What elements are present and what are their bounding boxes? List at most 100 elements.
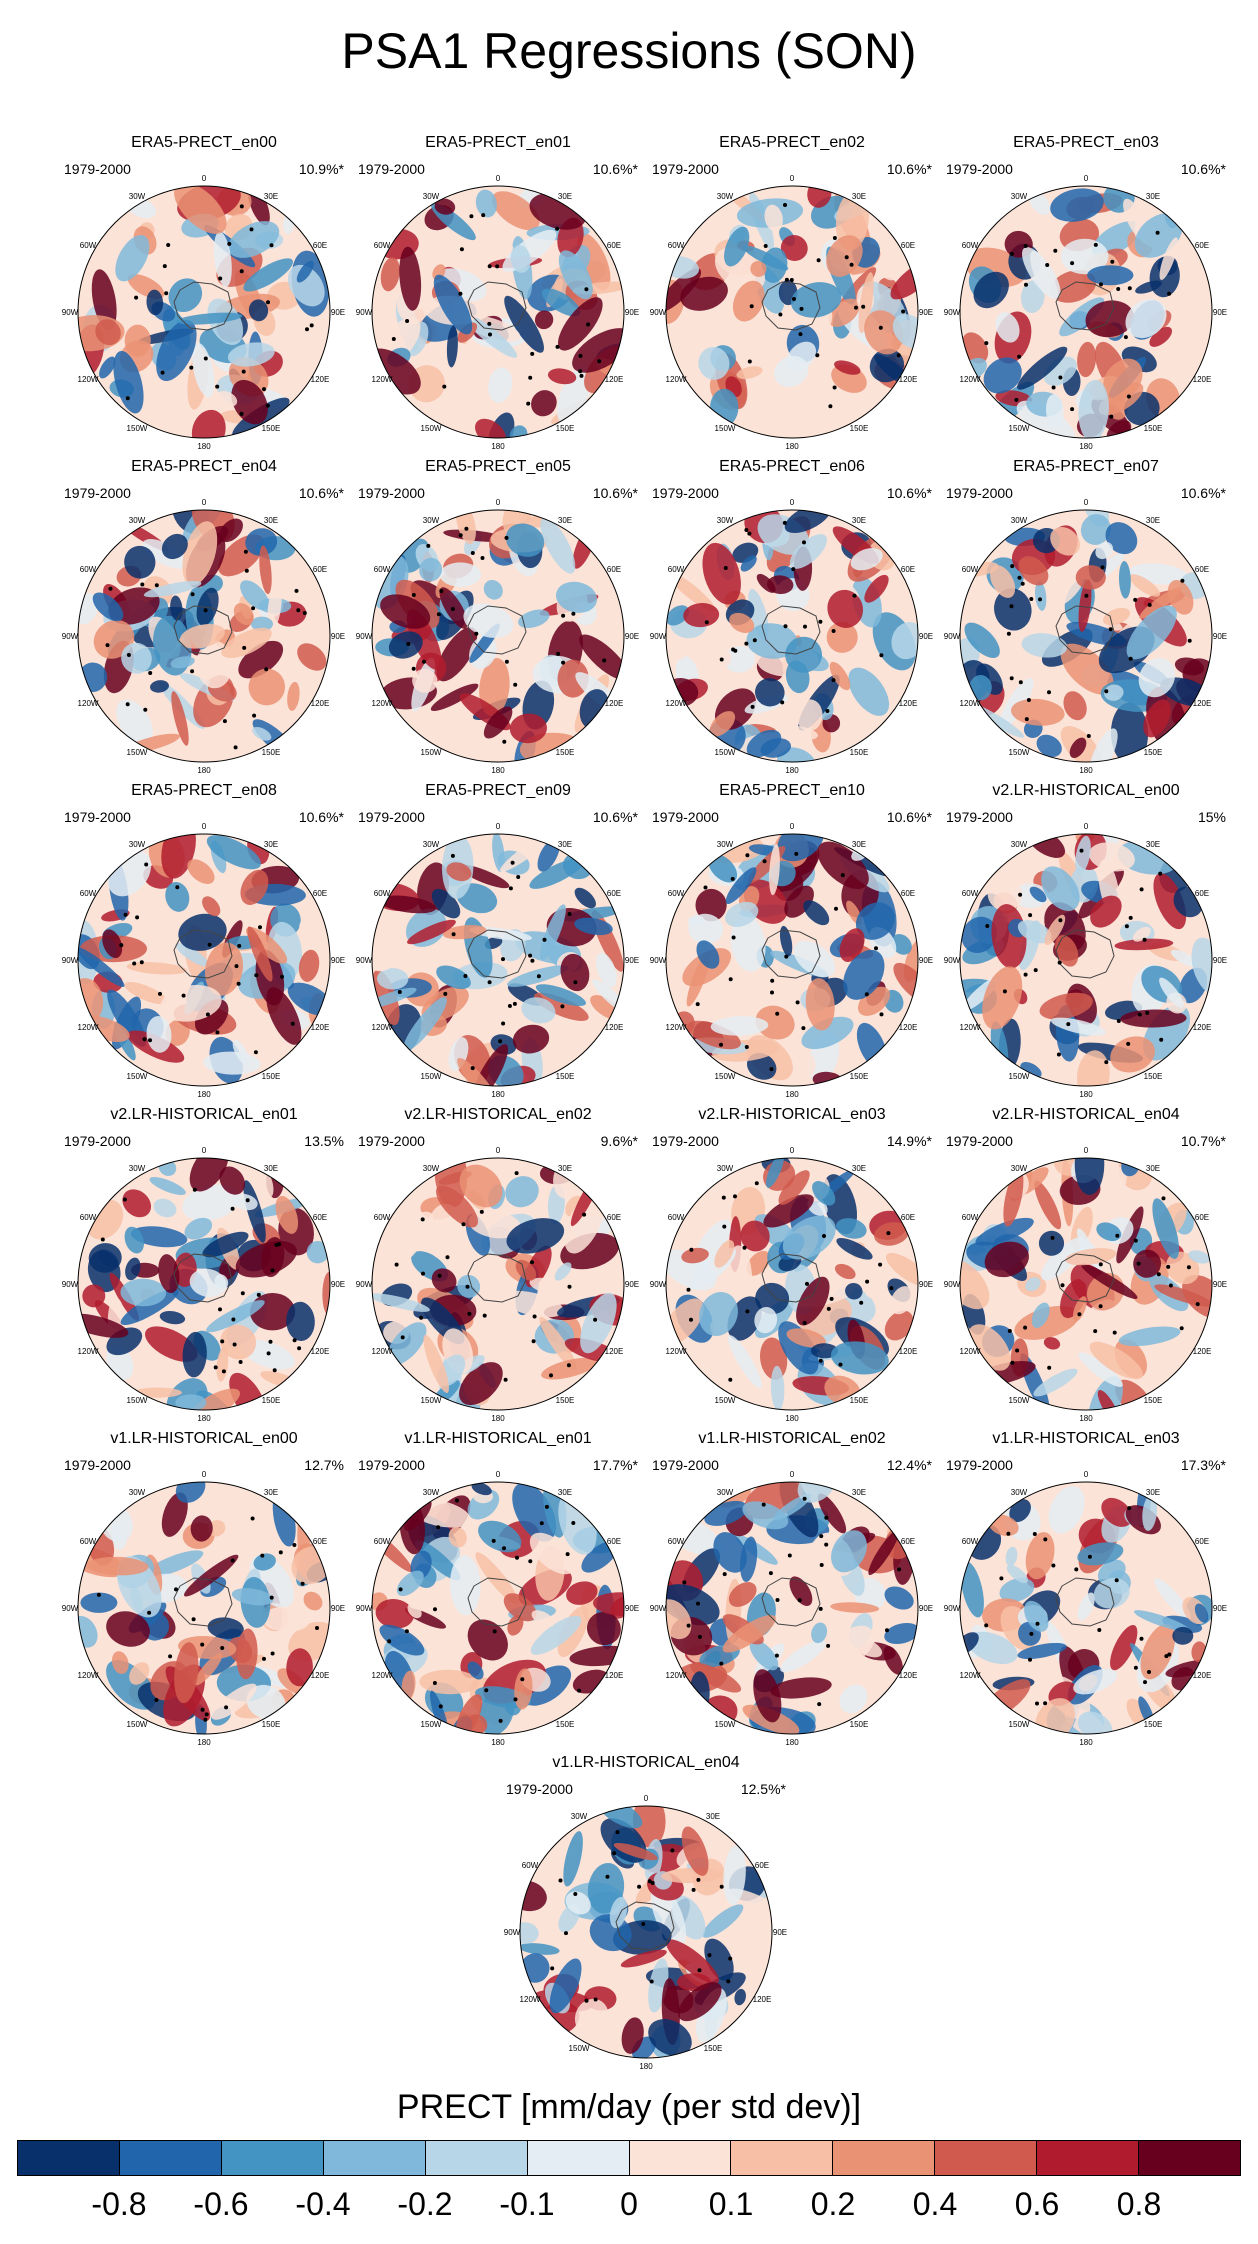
panel-period: 1979-2000 [946, 1457, 1013, 1473]
longitude-label: 120W [372, 1023, 393, 1032]
map-panel: v2.LR-HISTORICAL_en04 1979-2000 10.7%* 0 30E… [940, 1106, 1232, 1423]
longitude-label: 60E [901, 1213, 915, 1222]
longitude-label: 120E [753, 1995, 772, 2004]
longitude-label: 30W [129, 840, 146, 849]
polar-map: 0 30E 60E 90E 120E 150E 180 150W 120W 90W 60W 30W [944, 822, 1227, 1099]
colorbar-tick-label: 0.4 [912, 2186, 958, 2222]
map-panel: v2.LR-HISTORICAL_en03 1979-2000 14.9%* 0 30E… [646, 1106, 938, 1423]
longitude-label: 0 [496, 1470, 501, 1479]
longitude-label: 150E [850, 748, 869, 757]
longitude-label: 150W [715, 1720, 736, 1729]
longitude-label: 90E [919, 956, 933, 965]
longitude-label: 150E [850, 1072, 869, 1081]
longitude-label: 60W [80, 889, 97, 898]
colorbar-segment [221, 2141, 324, 2175]
longitude-label: 90E [625, 308, 639, 317]
longitude-label: 30E [1146, 840, 1160, 849]
longitude-label: 60W [522, 1861, 539, 1870]
longitude-label: 30W [423, 840, 440, 849]
longitude-label: 180 [197, 766, 211, 775]
precip-field [78, 1482, 330, 1734]
longitude-label: 0 [202, 1146, 207, 1155]
panel-title: ERA5-PRECT_en10 [719, 782, 865, 799]
longitude-label: 120E [1193, 699, 1212, 708]
precip-field [666, 1482, 918, 1734]
precip-field [960, 1158, 1212, 1410]
longitude-label: 60W [668, 565, 685, 574]
longitude-label: 150E [262, 1720, 281, 1729]
longitude-label: 0 [1084, 1470, 1089, 1479]
colorbar-tick-label: -0.8 [91, 2186, 147, 2222]
panel-title: v1.LR-HISTORICAL_en03 [992, 1430, 1180, 1447]
longitude-label: 30E [1146, 516, 1160, 525]
longitude-label: 30W [129, 1164, 146, 1173]
colorbar-tick-label: 0.1 [708, 2186, 754, 2222]
longitude-label: 30W [423, 516, 440, 525]
panel-variance-percent: 12.5%* [740, 1781, 786, 1797]
longitude-label: 30E [852, 516, 866, 525]
map-panel: v2.LR-HISTORICAL_en02 1979-2000 9.6%* 0 30E 6… [352, 1106, 644, 1423]
longitude-label: 150W [715, 424, 736, 433]
longitude-label: 150E [850, 1396, 869, 1405]
longitude-label: 180 [785, 1738, 799, 1747]
longitude-label: 150E [704, 2044, 723, 2053]
longitude-label: 90E [331, 632, 345, 641]
longitude-label: 120W [960, 375, 981, 384]
panel-variance-percent: 10.6%* [592, 485, 638, 501]
colorbar-segment [1139, 2141, 1241, 2175]
longitude-label: 30E [264, 1164, 278, 1173]
longitude-label: 30E [852, 1488, 866, 1497]
polar-map: 0 30E 60E 90E 120E 150E 180 150W 120W 90W 60W 30W [62, 1146, 345, 1423]
longitude-label: 30E [558, 192, 572, 201]
longitude-label: 120W [960, 699, 981, 708]
longitude-label: 120W [78, 1347, 99, 1356]
map-panel: v1.LR-HISTORICAL_en03 1979-2000 17.3%* 0 30E… [940, 1430, 1232, 1747]
longitude-label: 150E [262, 1396, 281, 1405]
longitude-label: 150E [1144, 424, 1163, 433]
longitude-label: 180 [197, 442, 211, 451]
panel-period: 1979-2000 [358, 1133, 425, 1149]
longitude-label: 0 [496, 498, 501, 507]
longitude-label: 120W [372, 699, 393, 708]
panel-period: 1979-2000 [358, 485, 425, 501]
longitude-label: 0 [790, 822, 795, 831]
longitude-label: 60W [962, 241, 979, 250]
longitude-label: 30E [1146, 192, 1160, 201]
map-panel: ERA5-PRECT_en00 1979-2000 10.9%* 0 30E 60E 90E… [58, 134, 350, 451]
longitude-label: 90W [944, 1280, 961, 1289]
precip-field [666, 510, 918, 762]
colorbar-tick-label: 0.2 [810, 2186, 856, 2222]
panel-variance-percent: 10.6%* [298, 485, 344, 501]
longitude-label: 120W [666, 375, 687, 384]
panel-title: ERA5-PRECT_en05 [425, 458, 571, 475]
longitude-label: 150E [556, 1072, 575, 1081]
longitude-label: 60W [80, 241, 97, 250]
longitude-label: 120E [899, 1671, 918, 1680]
panel-title: ERA5-PRECT_en02 [719, 134, 865, 151]
longitude-label: 30W [1011, 1488, 1028, 1497]
longitude-label: 60E [1195, 241, 1209, 250]
longitude-label: 150W [127, 424, 148, 433]
panel-period: 1979-2000 [358, 161, 425, 177]
precip-field [372, 186, 624, 438]
longitude-label: 120E [1193, 375, 1212, 384]
colorbar-segment [425, 2141, 528, 2175]
longitude-label: 30W [717, 1164, 734, 1173]
longitude-label: 150E [1144, 1072, 1163, 1081]
colorbar-tick-label: 0.6 [1014, 2186, 1060, 2222]
longitude-label: 30E [558, 1488, 572, 1497]
panel-period: 1979-2000 [64, 161, 131, 177]
longitude-label: 120E [605, 1347, 624, 1356]
longitude-label: 180 [491, 1738, 505, 1747]
longitude-label: 120E [899, 1347, 918, 1356]
panel-title: v2.LR-HISTORICAL_en02 [404, 1106, 592, 1123]
longitude-label: 0 [202, 1470, 207, 1479]
longitude-label: 120W [960, 1347, 981, 1356]
longitude-label: 90W [650, 1604, 667, 1613]
precip-field [960, 510, 1212, 762]
longitude-label: 30E [852, 840, 866, 849]
longitude-label: 120E [899, 375, 918, 384]
panel-period: 1979-2000 [652, 1133, 719, 1149]
colorbar-tick-label: 0.8 [1116, 2186, 1162, 2222]
longitude-label: 180 [1079, 1738, 1093, 1747]
